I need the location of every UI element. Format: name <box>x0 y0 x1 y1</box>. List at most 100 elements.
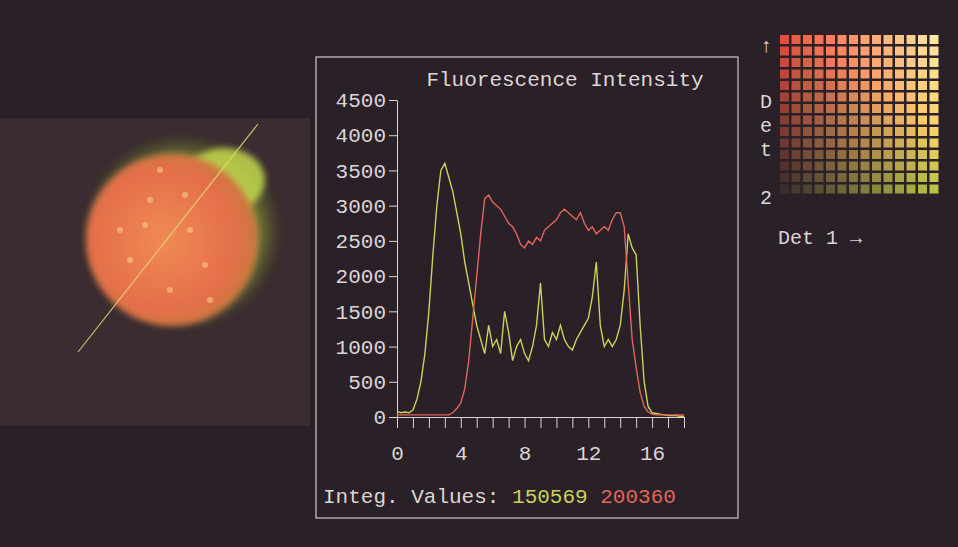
color-map-cell <box>792 116 801 125</box>
color-map-cell <box>826 162 835 171</box>
color-map-cell <box>918 150 927 159</box>
color-map-cell <box>838 185 847 194</box>
color-map-cell <box>815 116 824 125</box>
color-map-cell <box>803 47 812 56</box>
color-map-cell <box>872 93 881 102</box>
color-map-cell <box>884 150 893 159</box>
color-map-cell <box>826 35 835 44</box>
y-tick-label: 2000 <box>336 266 386 289</box>
color-map-cell <box>930 47 939 56</box>
color-map-cell <box>872 81 881 90</box>
color-map-cell <box>861 150 870 159</box>
color-map-cell <box>780 93 789 102</box>
det2-arrow: ↑ <box>760 35 772 58</box>
color-map-cell <box>838 104 847 113</box>
y-tick-label: 0 <box>373 407 386 430</box>
color-map-cell <box>826 150 835 159</box>
x-minor-tick <box>413 417 414 428</box>
color-map-cell <box>849 150 858 159</box>
color-map-cell <box>872 162 881 171</box>
cell-speck <box>187 227 193 233</box>
color-map-cell <box>792 35 801 44</box>
color-map-cell <box>895 58 904 67</box>
color-map-cell <box>849 162 858 171</box>
cell-speck <box>202 262 208 268</box>
color-map-cell <box>907 116 916 125</box>
y-tick-label: 3500 <box>336 161 386 184</box>
color-map-cell <box>803 93 812 102</box>
y-tick-label: 500 <box>348 372 386 395</box>
color-map-cell <box>918 185 927 194</box>
color-map-cell <box>884 35 893 44</box>
color-map-cell <box>838 173 847 182</box>
color-map-cell <box>861 58 870 67</box>
color-map-cell <box>930 173 939 182</box>
color-map-cell <box>895 127 904 136</box>
x-minor-tick-mark <box>413 417 414 428</box>
color-map-cell <box>792 127 801 136</box>
color-map-cell <box>907 93 916 102</box>
color-map-cell <box>792 58 801 67</box>
color-map-cell <box>872 116 881 125</box>
color-map-cell <box>895 93 904 102</box>
color-map-cell <box>849 47 858 56</box>
color-map-cell <box>861 81 870 90</box>
color-map-cell <box>849 70 858 79</box>
color-map-cell <box>861 185 870 194</box>
color-map-cell <box>849 127 858 136</box>
color-map-cell <box>895 139 904 148</box>
color-map-cell <box>803 104 812 113</box>
color-map-cell <box>826 47 835 56</box>
y-tick: 1000 <box>336 337 397 360</box>
y-tick-mark <box>389 241 397 242</box>
integ-values: Integ. Values:150569200360 <box>323 486 676 509</box>
color-map-cell <box>861 127 870 136</box>
color-map-cell <box>907 127 916 136</box>
color-map-cell <box>895 150 904 159</box>
series-line <box>397 195 684 415</box>
color-map-cell <box>826 116 835 125</box>
color-map-cell <box>918 35 927 44</box>
color-map-cell <box>815 173 824 182</box>
color-map-cell <box>815 139 824 148</box>
color-map-cell <box>803 150 812 159</box>
color-map-cell <box>861 35 870 44</box>
color-map-cell <box>930 150 939 159</box>
color-map-cell <box>918 127 927 136</box>
color-map-cell <box>930 93 939 102</box>
color-map-cell <box>815 150 824 159</box>
x-tick-label: 8 <box>519 443 532 466</box>
color-map-cell <box>918 173 927 182</box>
x-tick-mark <box>588 417 589 428</box>
color-map-cell <box>884 139 893 148</box>
color-map-cell <box>838 47 847 56</box>
x-minor-tick-mark <box>556 417 557 428</box>
y-tick: 2000 <box>336 266 397 289</box>
color-map-cell <box>884 70 893 79</box>
color-map-cell <box>826 139 835 148</box>
color-map-cell <box>826 104 835 113</box>
x-minor-axis <box>413 417 684 428</box>
x-tick: 8 <box>519 417 532 466</box>
x-tick-mark <box>397 417 398 428</box>
color-map-cell <box>930 127 939 136</box>
x-tick-label: 0 <box>391 443 404 466</box>
integ-value: 200360 <box>600 486 676 509</box>
color-map-cell <box>849 104 858 113</box>
color-map-cell <box>803 185 812 194</box>
x-minor-tick-mark <box>509 417 510 428</box>
color-map-cell <box>895 116 904 125</box>
x-minor-tick-mark <box>429 417 430 428</box>
color-map-cell <box>895 173 904 182</box>
color-map-cell <box>815 93 824 102</box>
y-tick-label: 2500 <box>336 231 386 254</box>
x-minor-tick-mark <box>604 417 605 428</box>
color-map-cell <box>907 35 916 44</box>
color-map-cell <box>838 93 847 102</box>
color-map-cell <box>907 70 916 79</box>
integ-value: 150569 <box>512 486 588 509</box>
color-map-cell <box>884 47 893 56</box>
color-map-cell <box>918 81 927 90</box>
cell-speck <box>157 167 163 173</box>
color-map-cell <box>849 139 858 148</box>
